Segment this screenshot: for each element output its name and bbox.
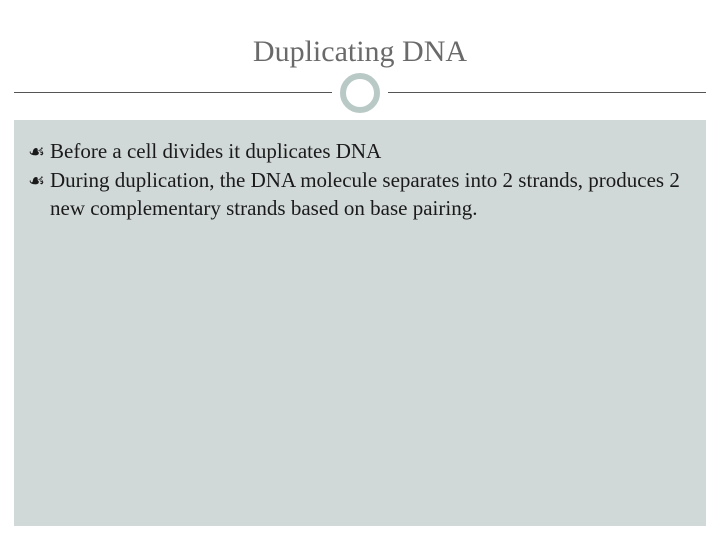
bullet-item: ☙During duplication, the DNA molecule se… [28,167,692,221]
bullet-text: Before a cell divides it duplicates DNA [50,139,381,163]
bullet-text: During duplication, the DNA molecule sep… [50,168,680,219]
content-box: ☙Before a cell divides it duplicates DNA… [14,120,706,526]
slide-title: Duplicating DNA [253,35,467,69]
ring-icon [340,73,380,113]
bullet-icon: ☙ [28,141,50,165]
slide: Duplicating DNA ☙Before a cell divides i… [0,0,720,540]
bullet-item: ☙Before a cell divides it duplicates DNA [28,138,692,165]
title-area: Duplicating DNA [0,0,720,80]
bullet-icon: ☙ [28,170,50,194]
